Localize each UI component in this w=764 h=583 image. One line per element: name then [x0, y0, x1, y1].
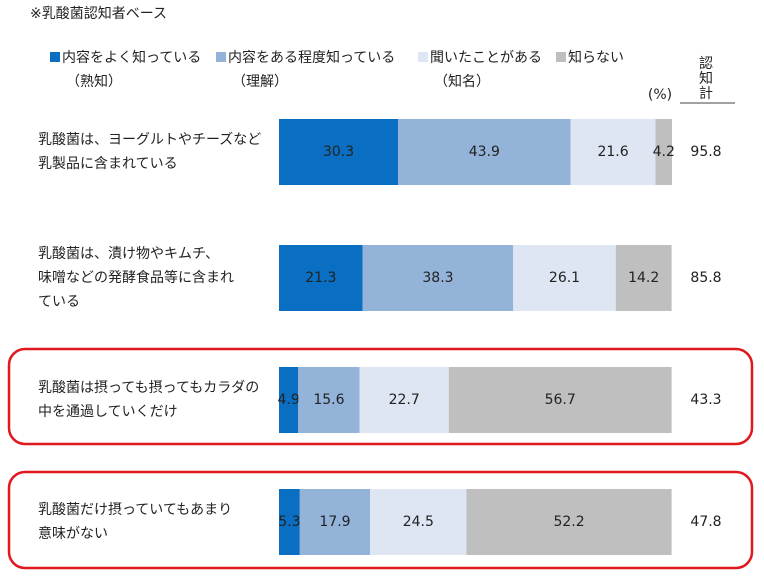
bar-segment	[279, 367, 299, 433]
bar-segment	[448, 367, 672, 433]
category-label: 味噌などの発酵食品等に含まれ	[38, 269, 234, 286]
value-label: 4.9	[277, 392, 299, 408]
bar-segment	[299, 489, 371, 555]
value-label: 38.3	[422, 270, 453, 286]
bar-segment	[279, 119, 399, 185]
bar-segment	[298, 367, 360, 433]
bar-segment	[370, 489, 467, 555]
bar-segment	[279, 489, 300, 555]
legend-label: 聞いたことがある	[430, 50, 542, 66]
bar-segment	[570, 119, 656, 185]
highlight-box	[7, 470, 754, 570]
legend-swatch	[556, 52, 566, 62]
legend-label: 内容をよく知っている	[62, 49, 201, 66]
value-label: 52.2	[553, 514, 584, 530]
subtitle: ※乳酸菌認知者ベース	[30, 5, 167, 22]
category-label: 乳酸菌は摂っても摂ってもカラダの	[38, 380, 259, 396]
value-label: 21.3	[305, 270, 336, 286]
total-header: 知	[699, 70, 713, 87]
legend-sublabel: （熟知）	[66, 73, 122, 90]
value-label: 4.2	[653, 144, 675, 160]
bar-segment	[513, 245, 616, 311]
category-label: 意味がない	[38, 525, 108, 542]
total-label: 47.8	[690, 514, 721, 530]
legend-sublabel: （知名）	[434, 73, 490, 90]
category-label: 乳酸菌は、漬け物やキムチ、	[38, 246, 219, 262]
category-label: 乳製品に含まれている	[38, 156, 178, 172]
total-label: 85.8	[690, 270, 721, 286]
total-header: 認	[699, 56, 713, 72]
total-label: 95.8	[690, 144, 721, 160]
value-label: 24.5	[403, 514, 434, 530]
value-label: 56.7	[545, 392, 576, 408]
value-label: 14.2	[628, 270, 659, 286]
legend-swatch	[50, 52, 60, 62]
legend-swatch	[418, 52, 428, 62]
total-header: 計	[699, 86, 713, 102]
bar-segment	[398, 119, 571, 185]
value-label: 43.9	[469, 144, 500, 160]
legend-label: 知らない	[568, 49, 624, 66]
bar-segment	[359, 367, 449, 433]
legend-swatch	[216, 52, 226, 62]
highlight-box	[7, 347, 754, 446]
unit-label: (%)	[648, 87, 672, 103]
legend-label: 内容をある程度知っている	[228, 49, 395, 66]
value-label: 17.9	[319, 514, 350, 530]
category-label: ている	[38, 294, 80, 310]
bar-segment	[279, 245, 363, 311]
value-label: 26.1	[549, 270, 580, 286]
category-label: 中を通過していくだけ	[38, 404, 178, 420]
value-label: 21.6	[597, 144, 628, 160]
value-label: 22.7	[389, 392, 420, 408]
bar-segment	[466, 489, 672, 555]
category-label: 乳酸菌だけ摂っていてもあまり	[38, 502, 232, 518]
bar-segment	[615, 245, 672, 311]
value-label: 30.3	[323, 144, 354, 160]
total-label: 43.3	[690, 392, 721, 408]
category-label: 乳酸菌は、ヨーグルトやチーズなど	[38, 132, 261, 148]
bar-segment	[655, 119, 672, 185]
value-label: 15.6	[313, 392, 344, 408]
value-label: 5.3	[278, 514, 300, 530]
legend-sublabel: （理解）	[232, 74, 288, 90]
bar-segment	[362, 245, 514, 311]
